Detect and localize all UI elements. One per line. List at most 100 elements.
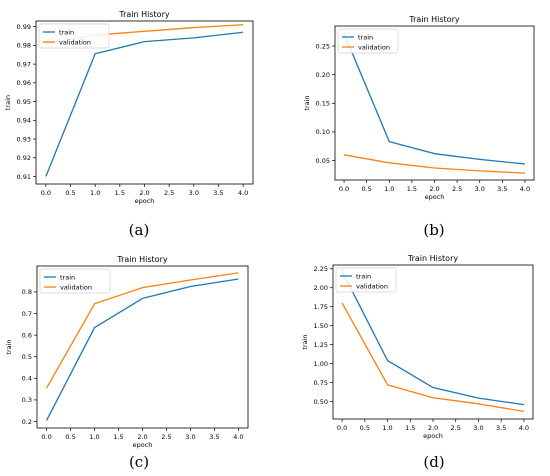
x-tick-label: 1.5 xyxy=(113,433,123,441)
y-tick-label: 0.05 xyxy=(316,157,330,165)
x-tick-label: 2.0 xyxy=(137,433,147,441)
legend-label: validation xyxy=(356,282,388,290)
y-tick-label: 0.8 xyxy=(22,288,32,296)
series-line-validation xyxy=(341,302,525,413)
x-tick-label: 3.0 xyxy=(185,433,195,441)
series-line-train xyxy=(46,278,239,421)
y-tick-label: 0.5 xyxy=(22,353,32,361)
series-line-validation xyxy=(343,154,525,174)
y-tick-label: 0.6 xyxy=(22,331,32,339)
x-tick-label: 1.0 xyxy=(89,433,99,441)
y-tick-label: 0.98 xyxy=(17,42,31,50)
chart-panel-3: 0.0 0.5 1.0 1.5 2.0 2.5 3.0 3.5 4.0 0.2 0.3 0.4 0.5 0… xyxy=(5,255,249,449)
chart-title: Train History xyxy=(116,255,167,264)
y-tick-label: 0.92 xyxy=(17,154,31,162)
y-tick-label: 0.96 xyxy=(17,79,31,87)
panel-caption: (b) xyxy=(423,221,444,239)
legend: train validation xyxy=(337,28,399,54)
y-tick-label: 2.25 xyxy=(314,265,328,273)
y-tick-label: 0.15 xyxy=(316,100,330,108)
y-axis-label: train xyxy=(301,334,309,349)
series-line-train xyxy=(343,33,526,165)
x-axis-label: epoch xyxy=(135,197,155,205)
legend-label: train xyxy=(356,272,371,280)
x-tick-label: 4.0 xyxy=(238,189,248,197)
legend: train validation xyxy=(38,23,110,49)
y-tick-label: 1.50 xyxy=(314,322,328,330)
y-tick-label: 0.95 xyxy=(17,98,31,106)
x-tick-label: 2.0 xyxy=(428,424,438,432)
x-tick-label: 0.0 xyxy=(41,433,51,441)
legend-label: validation xyxy=(59,38,91,46)
y-tick-label: 0.93 xyxy=(17,135,31,143)
series-line-train xyxy=(45,31,244,177)
x-tick-label: 3.0 xyxy=(473,424,483,432)
chart-panel-1: 0.0 0.5 1.0 1.5 2.0 2.5 3.0 3.5 4.0 0.91 0.92 0.93 0… xyxy=(4,10,254,205)
y-axis-label: train xyxy=(303,95,311,110)
x-tick-label: 1.0 xyxy=(382,424,392,432)
legend-label: train xyxy=(60,273,75,281)
x-tick-label: 4.0 xyxy=(233,433,243,441)
legend-box xyxy=(39,268,111,294)
x-tick-label: 2.5 xyxy=(452,185,462,193)
legend: train validation xyxy=(335,267,397,293)
y-tick-label: 0.97 xyxy=(17,60,31,68)
y-tick-label: 0.3 xyxy=(22,396,32,404)
y-tick-label: 1.00 xyxy=(314,360,328,368)
legend-label: validation xyxy=(358,43,390,51)
x-tick-label: 2.5 xyxy=(161,433,171,441)
x-tick-label: 2.0 xyxy=(429,185,439,193)
legend: train validation xyxy=(39,268,111,294)
legend-label: validation xyxy=(60,283,92,291)
x-tick-label: 0.0 xyxy=(41,189,51,197)
x-axis-label: epoch xyxy=(133,441,153,449)
x-tick-label: 3.0 xyxy=(189,189,199,197)
y-tick-label: 0.50 xyxy=(314,398,328,406)
series-line-train xyxy=(341,270,525,406)
legend-label: train xyxy=(59,28,74,36)
x-tick-label: 0.5 xyxy=(360,424,370,432)
x-tick-label: 4.0 xyxy=(520,185,530,193)
x-axis-label: epoch xyxy=(425,193,445,201)
x-tick-label: 0.5 xyxy=(361,185,371,193)
y-tick-label: 0.75 xyxy=(314,379,328,387)
chart-panel-2: 0.0 0.5 1.0 1.5 2.0 2.5 3.0 3.5 4.0 0.05 0.10 0.15 0… xyxy=(303,15,535,201)
x-tick-label: 1.5 xyxy=(115,189,125,197)
x-tick-label: 1.0 xyxy=(384,185,394,193)
x-tick-label: 4.0 xyxy=(519,424,529,432)
y-tick-label: 0.20 xyxy=(316,71,330,79)
chart-title: Train History xyxy=(118,10,169,19)
y-tick-label: 0.4 xyxy=(22,375,32,383)
x-tick-label: 0.0 xyxy=(339,185,349,193)
chart-title: Train History xyxy=(408,15,459,24)
y-tick-label: 0.10 xyxy=(316,128,330,136)
x-tick-label: 3.0 xyxy=(475,185,485,193)
chart-title: Train History xyxy=(407,254,458,263)
x-tick-label: 3.5 xyxy=(213,189,223,197)
y-axis-label: train xyxy=(5,339,13,354)
y-tick-label: 1.75 xyxy=(314,303,328,311)
x-axis-label: epoch xyxy=(423,432,443,440)
x-tick-label: 1.5 xyxy=(405,424,415,432)
y-tick-label: 0.7 xyxy=(22,310,32,318)
x-tick-label: 2.0 xyxy=(139,189,149,197)
chart-panel-4: 0.0 0.5 1.0 1.5 2.0 2.5 3.0 3.5 4.0 0.50 0.75 1.00 1… xyxy=(301,254,534,440)
x-tick-label: 0.5 xyxy=(65,433,75,441)
panel-caption: (c) xyxy=(129,453,149,471)
legend-label: train xyxy=(358,33,373,41)
y-tick-label: 1.25 xyxy=(314,341,328,349)
x-tick-label: 2.5 xyxy=(164,189,174,197)
x-tick-label: 0.5 xyxy=(65,189,75,197)
x-tick-label: 0.0 xyxy=(337,424,347,432)
legend-box xyxy=(38,23,110,49)
x-tick-label: 1.5 xyxy=(407,185,417,193)
y-tick-label: 0.94 xyxy=(17,117,31,125)
panel-caption: (d) xyxy=(423,453,444,471)
y-tick-label: 0.99 xyxy=(17,23,31,31)
y-tick-label: 2.00 xyxy=(314,284,328,292)
y-axis-label: train xyxy=(4,95,12,110)
x-tick-label: 3.5 xyxy=(497,185,507,193)
x-tick-label: 3.5 xyxy=(209,433,219,441)
x-tick-label: 3.5 xyxy=(496,424,506,432)
